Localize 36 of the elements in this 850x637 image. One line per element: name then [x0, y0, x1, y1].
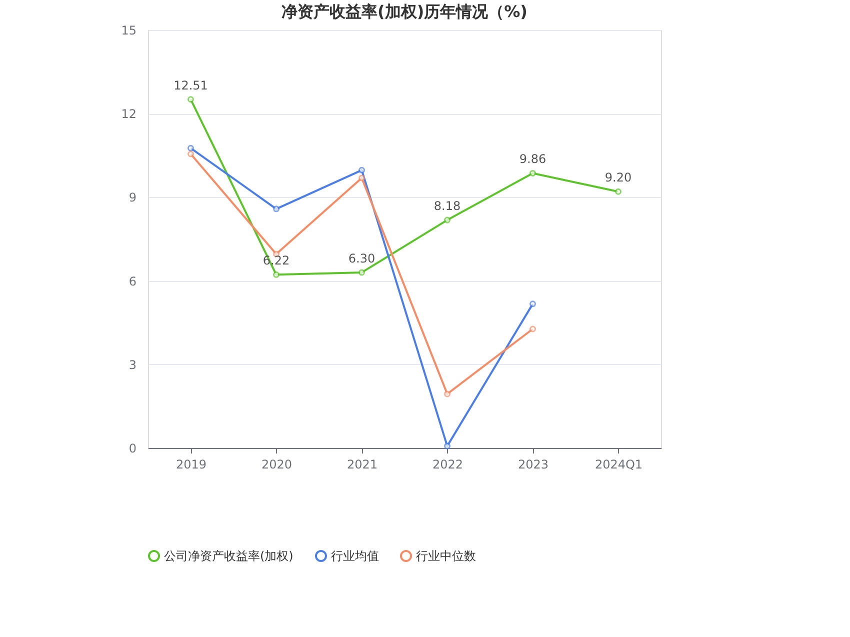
- x-tick-label: 2022: [432, 458, 464, 472]
- point: [444, 216, 450, 224]
- point: [615, 188, 622, 195]
- chart-title: 净资产收益率(加权)历年情况（%): [282, 2, 528, 21]
- data-label: 6.30: [348, 251, 376, 266]
- x-tick-label: 2020: [261, 458, 292, 472]
- x-tick-label: 2023: [518, 458, 549, 472]
- y-tick-label: 6: [128, 274, 136, 288]
- x-tick-label: 2021: [346, 458, 378, 472]
- point: [358, 269, 365, 276]
- legend-label: 行业中位数: [416, 549, 476, 563]
- point: [188, 150, 194, 158]
- legend-label: 公司净资产收益率(加权): [164, 549, 294, 563]
- point: [273, 206, 280, 212]
- point: [530, 326, 536, 332]
- point: [530, 300, 536, 308]
- point: [530, 170, 536, 176]
- y-tick-label: 9: [128, 190, 136, 205]
- legend-label: 行业均值: [331, 549, 379, 563]
- point: [444, 442, 450, 450]
- x-tick-label: 2019: [176, 458, 207, 472]
- data-label: 12.51: [174, 78, 208, 92]
- y-tick-label: 12: [121, 107, 136, 122]
- point: [444, 390, 450, 398]
- point: [273, 271, 280, 278]
- y-tick-label: 3: [128, 358, 136, 372]
- x-tick-label: 2024Q1: [594, 458, 643, 472]
- y-tick-label: 15: [121, 24, 136, 38]
- data-label: 8.18: [434, 199, 461, 214]
- data-label: 9.20: [604, 170, 632, 185]
- point: [188, 96, 194, 103]
- y-tick-label: 0: [128, 442, 136, 456]
- point: [358, 166, 365, 174]
- data-label: 9.86: [519, 152, 546, 166]
- point: [358, 174, 365, 182]
- point: [188, 144, 194, 152]
